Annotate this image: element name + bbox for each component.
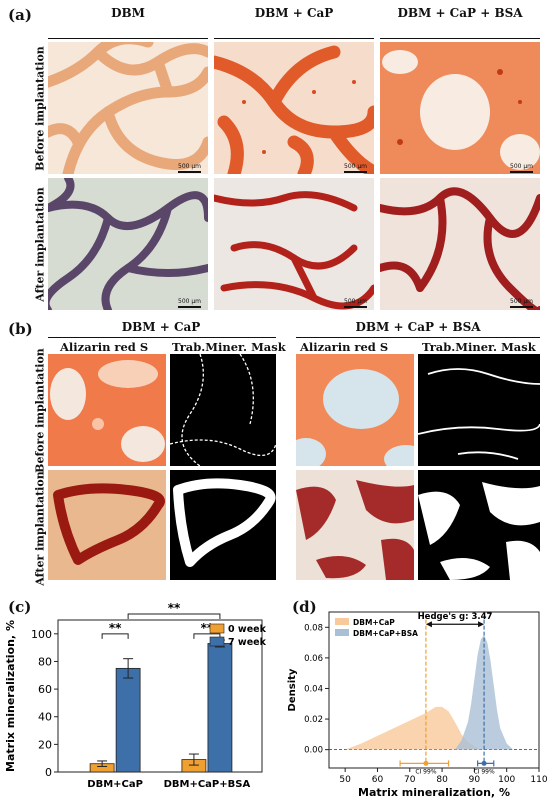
legend-swatch: [209, 636, 225, 647]
y-tick-label: 0.06: [304, 654, 323, 664]
significance-label: **: [109, 621, 122, 635]
scale-bar: 500 µm: [344, 298, 368, 308]
row-label-after: After implantation: [33, 471, 47, 586]
subcol-mask: Trab.Miner. Mask: [422, 340, 536, 354]
legend-swatch: [209, 623, 225, 634]
x-tick-label: DBM+CaP+BSA: [164, 779, 251, 790]
effect-size-label: Hedge's g: 3.47: [418, 612, 493, 622]
subcol-alizarin: Alizarin red S: [300, 340, 389, 354]
col-underline: [48, 38, 208, 40]
y-axis-label: Matrix mineralization, %: [4, 620, 17, 772]
y-tick-label: 40: [38, 711, 52, 724]
density-area: [345, 706, 481, 750]
col-underline: [380, 38, 540, 40]
y-tick-label: 100: [31, 628, 52, 641]
legend-label: DBM+CaP+BSA: [353, 629, 418, 638]
legend-swatch: [335, 629, 349, 636]
legend-swatch: [335, 618, 349, 625]
micrograph-dbm-cap-before: [214, 42, 374, 174]
mask-dbm-cap-bsa-after: [418, 470, 540, 580]
x-tick-label: 60: [372, 775, 384, 785]
mask-dbm-cap-bsa-before: [418, 354, 540, 466]
significance-label: **: [168, 601, 181, 615]
y-tick-label: 80: [38, 655, 52, 668]
ci-label: CI 99%: [473, 768, 495, 775]
scale-bar: 500 µm: [178, 298, 202, 308]
y-tick-label: 0.02: [304, 715, 323, 725]
arrow-head-right: [478, 621, 485, 628]
alizarin-dbm-cap-after: [48, 470, 166, 580]
scale-bar: 500 µm: [510, 163, 534, 173]
group-title-dbm-cap-bsa: DBM + CaP + BSA: [355, 320, 481, 334]
subcol-alizarin: Alizarin red S: [60, 340, 149, 354]
micrograph-dbm-cap-after: [214, 178, 374, 310]
row-label-after: After implantation: [33, 187, 47, 302]
scale-bar: 500 µm: [510, 298, 534, 308]
x-tick-label: DBM+CaP: [87, 779, 143, 790]
col-title-dbm-cap-bsa: DBM + CaP + BSA: [397, 6, 523, 20]
arrow-head-left: [425, 621, 432, 628]
x-tick-label: 100: [498, 775, 515, 785]
legend-label: 0 week: [228, 624, 267, 635]
panel-c-label: (c): [8, 598, 32, 616]
ci-label: CI 99%: [415, 768, 437, 775]
y-tick-label: 0.08: [304, 623, 323, 633]
legend-label: DBM+CaP: [353, 618, 395, 627]
significance-bracket: [101, 633, 129, 639]
micrograph-dbm-cap-bsa-after: [380, 178, 540, 310]
scale-bar: 500 µm: [178, 163, 202, 173]
mask-dbm-cap-after: [170, 470, 276, 580]
significance-bracket: [193, 633, 221, 639]
alizarin-dbm-cap-bsa-before: [296, 354, 414, 466]
col-title-dbm-cap: DBM + CaP: [254, 6, 334, 20]
y-tick-label: 0: [45, 766, 52, 779]
micrograph-dbm-after: [48, 178, 208, 310]
subcol-mask: Trab.Miner. Mask: [172, 340, 286, 354]
micrograph-dbm-cap-bsa-before: [380, 42, 540, 174]
group-title-dbm-cap: DBM + CaP: [121, 320, 201, 334]
x-tick-label: 110: [530, 775, 547, 785]
col-underline: [214, 38, 374, 40]
alizarin-dbm-cap-before: [48, 354, 166, 466]
mean-point: [481, 760, 487, 766]
panel-a-label: (a): [8, 6, 32, 24]
x-axis-label: Matrix mineralization, %: [358, 786, 510, 799]
x-tick-label: 50: [339, 775, 351, 785]
bar-chart-mineralization: 0 20 40 60 80 100 Matrix mineralization, % DBM+…: [4, 601, 267, 790]
y-tick-label: 0.00: [304, 746, 323, 756]
bar: [207, 643, 233, 773]
mask-dbm-cap-before: [170, 354, 276, 466]
col-title-dbm: DBM: [111, 6, 145, 20]
mean-point: [423, 760, 429, 766]
micrograph-dbm-before: [48, 42, 208, 174]
row-label-before: Before implantation: [33, 348, 47, 473]
x-tick-label: 80: [436, 775, 448, 785]
group-underline: [296, 337, 540, 339]
bar: [115, 667, 141, 773]
alizarin-dbm-cap-bsa-after: [296, 470, 414, 580]
panel-b-label: (b): [8, 320, 33, 338]
x-tick-label: 70: [404, 775, 416, 785]
significance-bracket: [127, 613, 221, 619]
y-tick-label: 20: [38, 738, 52, 751]
y-tick-label: 60: [38, 683, 52, 696]
density-chart-mineralization: 50 60 70 80 90 100 110 0.00 0.02 0.04 0.06 0.08 Matr…: [287, 611, 548, 799]
plot-frame: [328, 611, 540, 769]
row-label-before: Before implantation: [33, 46, 47, 171]
y-axis-label: Density: [287, 668, 298, 711]
group-underline: [48, 337, 276, 339]
x-tick-label: 90: [469, 775, 481, 785]
y-tick-label: 0.04: [304, 684, 323, 694]
legend-label: 7 week: [228, 637, 267, 648]
plot-frame: [57, 619, 263, 773]
panel-d-label: (d): [292, 598, 317, 616]
scale-bar: 500 µm: [344, 163, 368, 173]
